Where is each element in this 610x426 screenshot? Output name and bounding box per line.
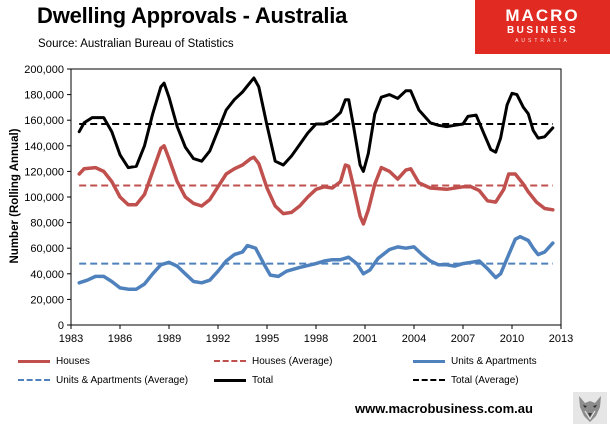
logo-word-macro: MACRO bbox=[505, 6, 580, 25]
legend-swatch bbox=[214, 378, 246, 382]
x-tick-label: 2010 bbox=[500, 333, 524, 345]
legend-item-houses-average: Houses (Average) bbox=[214, 354, 332, 368]
legend-item-houses: Houses bbox=[18, 354, 90, 368]
x-tick-label: 1983 bbox=[59, 333, 83, 345]
legend-item-units-apartments: Units & Apartments bbox=[413, 354, 537, 368]
x-tick-label: 1998 bbox=[304, 333, 328, 345]
x-tick-label: 1992 bbox=[206, 333, 230, 345]
y-tick-label: 60,000 bbox=[30, 243, 64, 255]
legend-swatch bbox=[413, 359, 445, 363]
x-tick-label: 2001 bbox=[353, 333, 377, 345]
legend-label: Units & Apartments (Average) bbox=[56, 374, 189, 386]
legend-label: Total (Average) bbox=[451, 374, 519, 386]
legend-item-total: Total bbox=[214, 373, 273, 387]
y-axis-label: Number (Rolling Annual) bbox=[9, 128, 21, 264]
legend-label: Houses (Average) bbox=[252, 355, 333, 367]
y-tick-label: 20,000 bbox=[30, 294, 64, 306]
x-tick-label: 1989 bbox=[157, 333, 181, 345]
y-tick-label: 180,000 bbox=[24, 90, 64, 102]
series-line-houses bbox=[77, 144, 555, 226]
wolf-head-icon bbox=[573, 392, 607, 424]
y-tick-label: 120,000 bbox=[24, 166, 64, 178]
y-tick-label: 0 bbox=[58, 320, 64, 332]
logo-word-business: BUSINESS bbox=[506, 25, 579, 36]
x-tick-label: 2007 bbox=[451, 333, 475, 345]
logo-word-australia: AUSTRALIA bbox=[515, 38, 570, 44]
y-tick-label: 160,000 bbox=[24, 115, 64, 127]
legend-swatch bbox=[18, 379, 50, 381]
series-line-total bbox=[77, 76, 555, 173]
series-line-units-apartments bbox=[77, 234, 555, 291]
legend-label: Units & Apartments bbox=[451, 355, 537, 367]
x-tick-label: 1995 bbox=[255, 333, 279, 345]
legend-label: Houses bbox=[56, 355, 90, 367]
y-tick-label: 40,000 bbox=[30, 269, 64, 281]
website-url: www.macrobusiness.com.au bbox=[355, 401, 533, 416]
y-tick-label: 200,000 bbox=[24, 64, 64, 76]
legend-item-total-average: Total (Average) bbox=[413, 373, 519, 387]
y-tick-label: 80,000 bbox=[30, 218, 64, 230]
legend-swatch bbox=[214, 360, 246, 362]
legend-label: Total bbox=[252, 374, 274, 386]
y-tick-label: 140,000 bbox=[24, 141, 64, 153]
macrobusiness-logo: MACRO BUSINESS AUSTRALIA bbox=[475, 0, 610, 54]
x-tick-label: 2004 bbox=[402, 333, 426, 345]
x-tick-label: 2013 bbox=[549, 333, 573, 345]
x-tick-label: 1986 bbox=[108, 333, 132, 345]
legend-swatch bbox=[18, 359, 50, 363]
chart-source: Source: Australian Bureau of Statistics bbox=[38, 38, 234, 50]
chart-title: Dwelling Approvals - Australia bbox=[37, 3, 348, 28]
y-tick-label: 100,000 bbox=[24, 192, 64, 204]
legend-swatch bbox=[413, 379, 445, 381]
legend-item-units-apartments-average: Units & Apartments (Average) bbox=[18, 373, 188, 387]
